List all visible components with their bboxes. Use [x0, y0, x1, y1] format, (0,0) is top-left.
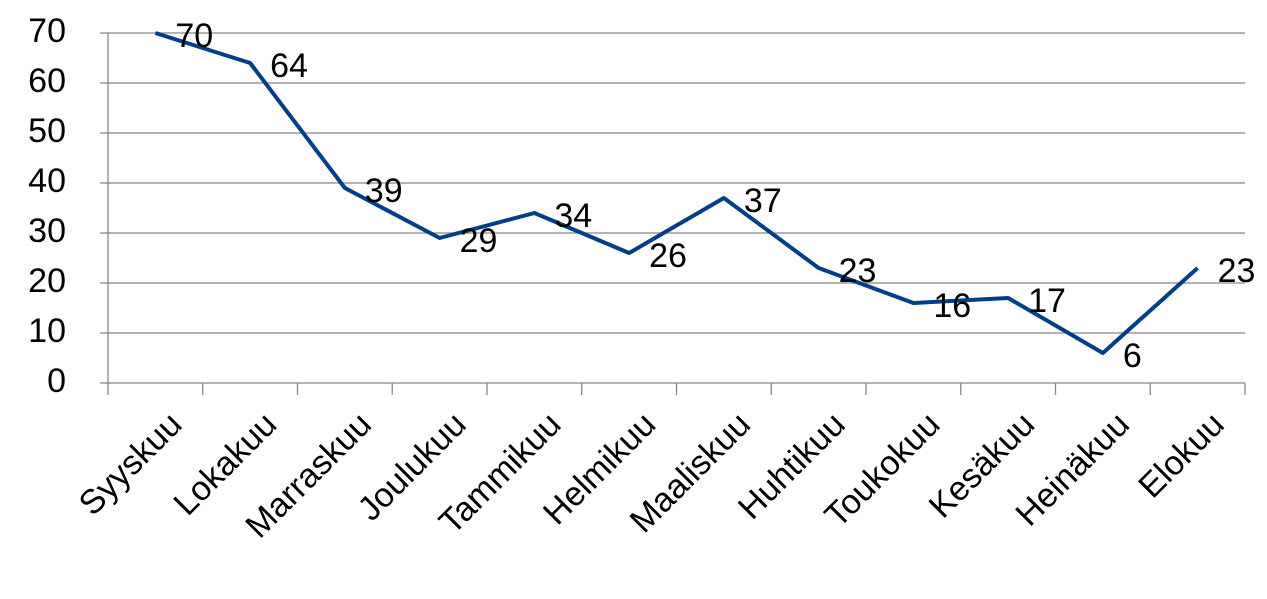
data-label: 34: [554, 197, 592, 235]
data-label: 39: [365, 172, 403, 210]
y-tick-label: 20: [28, 262, 66, 300]
data-label: 70: [175, 17, 213, 55]
y-tick-label: 0: [47, 362, 66, 400]
data-label: 23: [1218, 252, 1256, 290]
y-tick-label: 40: [28, 162, 66, 200]
data-label: 26: [649, 237, 687, 275]
data-label: 37: [744, 182, 782, 220]
line: [154, 31, 1199, 355]
y-tick-label: 70: [28, 12, 66, 50]
data-label: 29: [460, 222, 498, 260]
y-tick-label: 10: [28, 312, 66, 350]
x-tick-label: Syyskuu: [72, 405, 190, 523]
x-tick-label: Elokuu: [1131, 405, 1231, 505]
y-tick-label: 60: [28, 62, 66, 100]
y-tick-label: 30: [28, 212, 66, 250]
data-label: 64: [270, 47, 308, 85]
data-label: 17: [1028, 282, 1066, 320]
data-label: 23: [839, 252, 877, 290]
y-tick-label: 50: [28, 112, 66, 150]
data-label: 16: [933, 287, 971, 325]
data-label: 6: [1123, 337, 1142, 375]
